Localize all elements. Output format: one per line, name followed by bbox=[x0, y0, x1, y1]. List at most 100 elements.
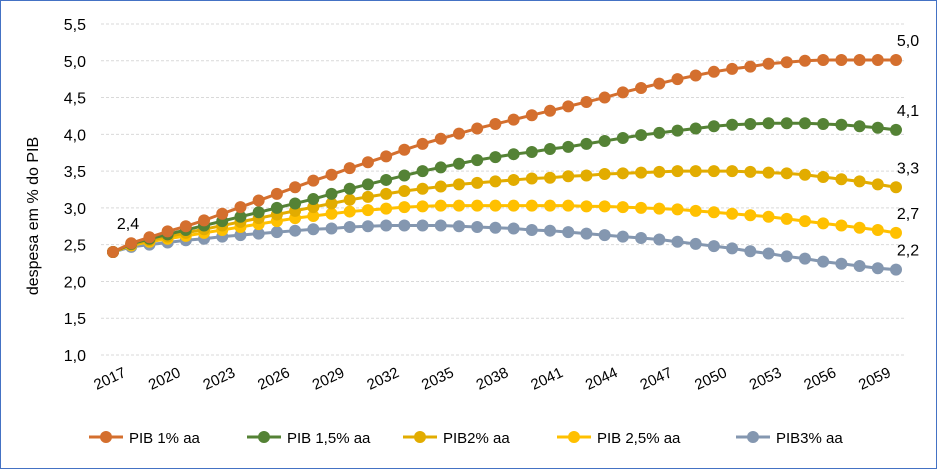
data-point bbox=[890, 181, 902, 194]
legend-marker bbox=[747, 431, 759, 443]
data-point bbox=[325, 222, 338, 235]
data-point bbox=[689, 237, 702, 250]
series-group bbox=[107, 54, 902, 276]
y-tick-label: 2,5 bbox=[64, 238, 86, 255]
x-tick-label: 2032 bbox=[364, 364, 401, 394]
data-point bbox=[361, 156, 374, 169]
x-tick-label: 2035 bbox=[419, 364, 456, 394]
gridlines bbox=[101, 23, 906, 356]
data-point bbox=[507, 148, 520, 161]
data-point bbox=[252, 194, 265, 207]
start-value-label: 2,4 bbox=[117, 216, 139, 233]
data-point bbox=[452, 178, 465, 191]
series-line bbox=[112, 224, 897, 272]
data-point bbox=[598, 134, 611, 147]
data-point bbox=[234, 210, 247, 223]
data-point bbox=[562, 170, 575, 183]
data-point bbox=[726, 118, 739, 131]
data-point bbox=[452, 127, 465, 140]
data-point bbox=[726, 62, 739, 75]
x-tick-label: 2023 bbox=[201, 364, 238, 394]
data-point bbox=[416, 219, 429, 232]
data-point bbox=[580, 200, 593, 213]
data-point bbox=[835, 173, 848, 186]
data-point bbox=[525, 223, 538, 236]
data-point bbox=[471, 221, 484, 234]
data-point bbox=[780, 250, 793, 263]
data-point bbox=[707, 240, 720, 253]
data-point bbox=[853, 120, 866, 133]
legend-marker bbox=[258, 431, 270, 443]
data-point bbox=[616, 230, 629, 243]
y-tick-label: 2,0 bbox=[64, 274, 86, 291]
data-point bbox=[689, 204, 702, 217]
data-point bbox=[635, 166, 648, 179]
data-point bbox=[416, 182, 429, 195]
legend-item: PIB 1% aa bbox=[89, 430, 201, 447]
data-point bbox=[471, 154, 484, 167]
data-point bbox=[270, 187, 283, 200]
data-point bbox=[762, 247, 775, 260]
data-point bbox=[507, 173, 520, 186]
data-point bbox=[434, 219, 447, 232]
series-pib-2-5-aa bbox=[107, 199, 902, 259]
end-value-label: 3,3 bbox=[897, 160, 919, 177]
data-point bbox=[580, 227, 593, 240]
data-point bbox=[671, 235, 684, 248]
x-tick-label: 2059 bbox=[856, 364, 893, 394]
y-tick-label: 5,5 bbox=[64, 17, 86, 34]
data-point bbox=[835, 54, 848, 67]
data-point bbox=[398, 169, 411, 182]
data-point bbox=[744, 165, 757, 178]
data-point bbox=[471, 176, 484, 189]
data-point bbox=[635, 129, 648, 142]
data-point bbox=[580, 95, 593, 108]
data-point bbox=[434, 132, 447, 145]
data-point bbox=[798, 215, 811, 228]
data-point bbox=[161, 225, 174, 238]
data-point bbox=[671, 203, 684, 216]
data-point bbox=[598, 200, 611, 213]
x-axis-ticks: 2017 2020 2023 2026 2029 2032 2035 2038 2041 2044… bbox=[91, 364, 893, 394]
data-point bbox=[871, 121, 884, 134]
y-axis-ticks: 1,0 1,5 2,0 2,5 3,0 3,5 4,0 4,5 5,0 5,5 bbox=[64, 17, 86, 365]
data-point bbox=[380, 202, 393, 215]
data-point bbox=[817, 118, 830, 131]
data-point bbox=[616, 201, 629, 214]
data-point bbox=[452, 199, 465, 212]
data-point bbox=[817, 170, 830, 183]
data-point bbox=[398, 219, 411, 232]
data-point bbox=[525, 172, 538, 185]
legend-marker bbox=[100, 431, 112, 443]
data-point bbox=[707, 65, 720, 78]
data-point bbox=[726, 207, 739, 220]
data-point bbox=[890, 226, 902, 239]
data-point bbox=[689, 165, 702, 178]
x-tick-label: 2017 bbox=[91, 364, 128, 394]
data-point bbox=[252, 227, 265, 240]
data-point bbox=[179, 220, 192, 233]
data-point bbox=[416, 200, 429, 213]
data-point bbox=[598, 229, 611, 242]
data-point bbox=[398, 184, 411, 197]
data-point bbox=[489, 175, 502, 188]
y-tick-label: 3,5 bbox=[64, 164, 86, 181]
data-point bbox=[762, 57, 775, 70]
data-point bbox=[653, 233, 666, 246]
x-tick-label: 2056 bbox=[801, 364, 838, 394]
data-point bbox=[562, 199, 575, 212]
data-point bbox=[289, 224, 302, 237]
data-point bbox=[798, 168, 811, 181]
data-point bbox=[817, 54, 830, 67]
data-point bbox=[525, 145, 538, 158]
data-point bbox=[507, 222, 520, 235]
legend-label: PIB2% aa bbox=[443, 430, 510, 447]
data-point bbox=[580, 137, 593, 150]
data-point bbox=[780, 167, 793, 180]
y-tick-label: 3,0 bbox=[64, 201, 86, 218]
data-point bbox=[380, 187, 393, 200]
data-point bbox=[853, 175, 866, 188]
data-point bbox=[489, 118, 502, 131]
data-point bbox=[434, 180, 447, 193]
data-point bbox=[325, 207, 338, 220]
